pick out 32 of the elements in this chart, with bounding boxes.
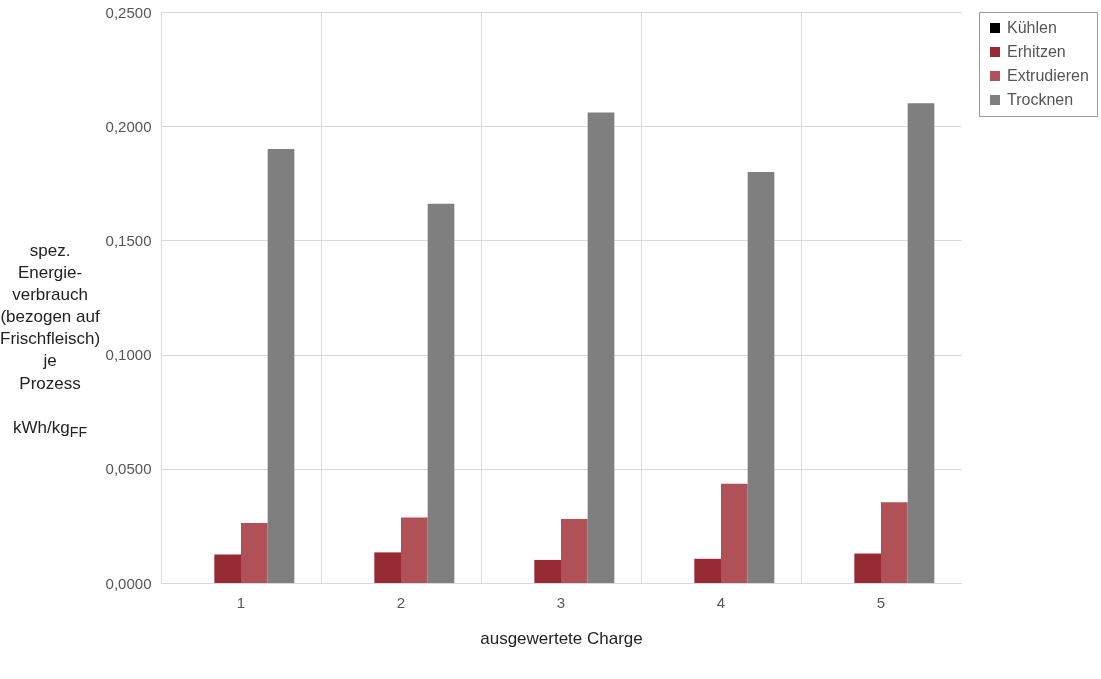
y-tick-label: 0,1000 [105,346,152,364]
bar [427,203,455,583]
y-tick-label: 0,0500 [105,460,152,478]
x-tick-label: 2 [396,593,406,611]
bar [534,559,562,583]
bar [694,558,722,583]
bar [214,554,242,583]
y-tick-label: 0,1500 [105,231,152,249]
text: spez. Energie- verbrauch (bezogen auf Frischfleisch) je Prozess kWh/kg$_{FF}$ [0,241,101,441]
bar [721,483,748,583]
x-tick-label: 1 [236,593,246,611]
legend-label: Trocknen [1007,91,1074,108]
bar [374,552,402,583]
x-axis-title: ausgewertete Charge [480,628,643,648]
bar [401,517,428,583]
bar [267,149,295,583]
bar [747,171,775,583]
bar [587,112,615,583]
bar [561,519,588,583]
bar [907,103,935,583]
bar [881,502,908,583]
x-tick-label: 5 [876,593,886,611]
x-tick-label: 3 [556,593,566,611]
legend-label: Extrudieren [1007,67,1089,84]
y-tick-label: 0,2000 [105,117,152,135]
legend-label: Kühlen [1007,19,1057,36]
bar [241,522,268,583]
bar [854,553,882,583]
legend-label: Erhitzen [1007,43,1066,60]
x-tick-label: 4 [716,593,726,611]
y-tick-label: 0,0000 [105,574,152,592]
y-tick-label: 0,2500 [105,3,152,21]
